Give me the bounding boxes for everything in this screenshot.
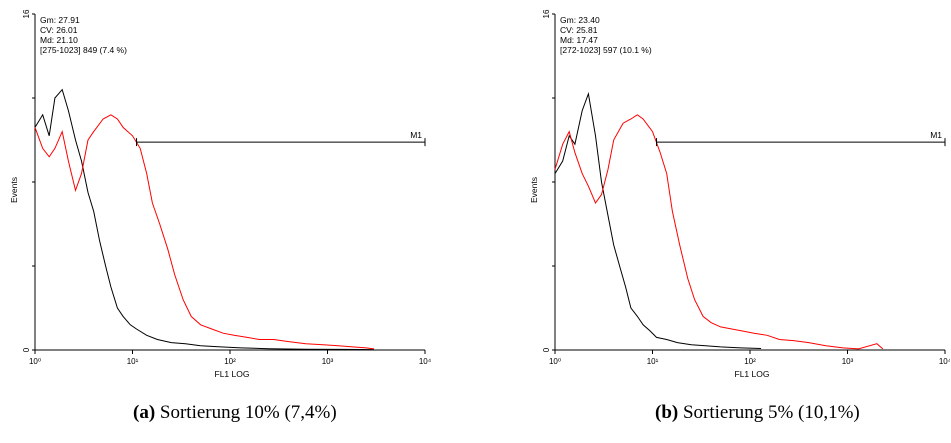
panel-b-stat-line: CV: 25.81 [560, 25, 598, 35]
panel-a-stat-line: Md: 21.10 [40, 35, 78, 45]
caption-a-letter: (a) [133, 402, 156, 423]
panel-b-stat-line: Md: 17.47 [560, 35, 598, 45]
panel-a-x-tick-label: 10⁰ [29, 357, 41, 366]
panel-b-y-tick-label: 16 [542, 9, 551, 18]
panel-a-y-tick-label: 16 [22, 9, 31, 18]
caption-b: (b) Sortierung 5% (10,1%) [655, 402, 860, 424]
caption-a-text: Sortierung 10% (7,4%) [155, 402, 337, 423]
panel-b-x-tick-label: 10⁰ [549, 357, 561, 366]
panel-b-stat-line: Gm: 23.40 [560, 15, 600, 25]
caption-b-letter: (b) [655, 402, 679, 423]
histogram-panel-b: 0 16 10⁰ 10¹ 10² 10³ 10⁴ FL1 LOG Events Gm: 23.40… [529, 9, 950, 379]
panel-a-x-tick-label: 10³ [322, 357, 334, 366]
panel-a-x-axis-label: FL1 LOG [215, 369, 250, 379]
panel-b-marker-label: M1 [930, 130, 942, 140]
panel-b-x-tick-label: 10³ [842, 357, 854, 366]
panel-a-marker-label: M1 [410, 130, 422, 140]
panel-a-series-black [34, 88, 375, 351]
panel-a-stat-line: Gm: 27.91 [40, 15, 80, 25]
panel-a-y-tick-label: 0 [22, 347, 31, 352]
panel-b-x-tick-label: 10⁴ [939, 357, 950, 366]
panel-b-series-black [554, 91, 762, 349]
panel-b-y-axis-label: Events [529, 177, 539, 203]
panel-b-x-tick-label: 10² [744, 357, 756, 366]
panel-b-y-tick-label: 0 [542, 347, 551, 352]
panel-b-stat-line: [272-1023] 597 (10.1 %) [560, 45, 652, 55]
panel-a-x-tick-label: 10² [224, 357, 236, 366]
panel-a-series-red [34, 114, 375, 350]
panel-a-stat-line: CV: 26.01 [40, 25, 78, 35]
panel-b-x-tick-label: 10¹ [647, 357, 659, 366]
caption-b-text: Sortierung 5% (10,1%) [678, 402, 860, 423]
histogram-panel-a: 0 16 10⁰ 10¹ 10² 10³ 10⁴ FL1 LOG Events Gm: 27.91… [9, 9, 432, 379]
panel-b-series-red [554, 114, 884, 350]
caption-a: (a) Sortierung 10% (7,4%) [133, 402, 337, 424]
panel-a-y-axis-label: Events [9, 177, 19, 203]
panel-a-stat-line: [275-1023] 849 (7.4 %) [40, 45, 127, 55]
panel-b-x-axis-label: FL1 LOG [735, 369, 770, 379]
panel-a-x-tick-label: 10⁴ [419, 357, 432, 366]
panel-a-x-tick-label: 10¹ [127, 357, 139, 366]
